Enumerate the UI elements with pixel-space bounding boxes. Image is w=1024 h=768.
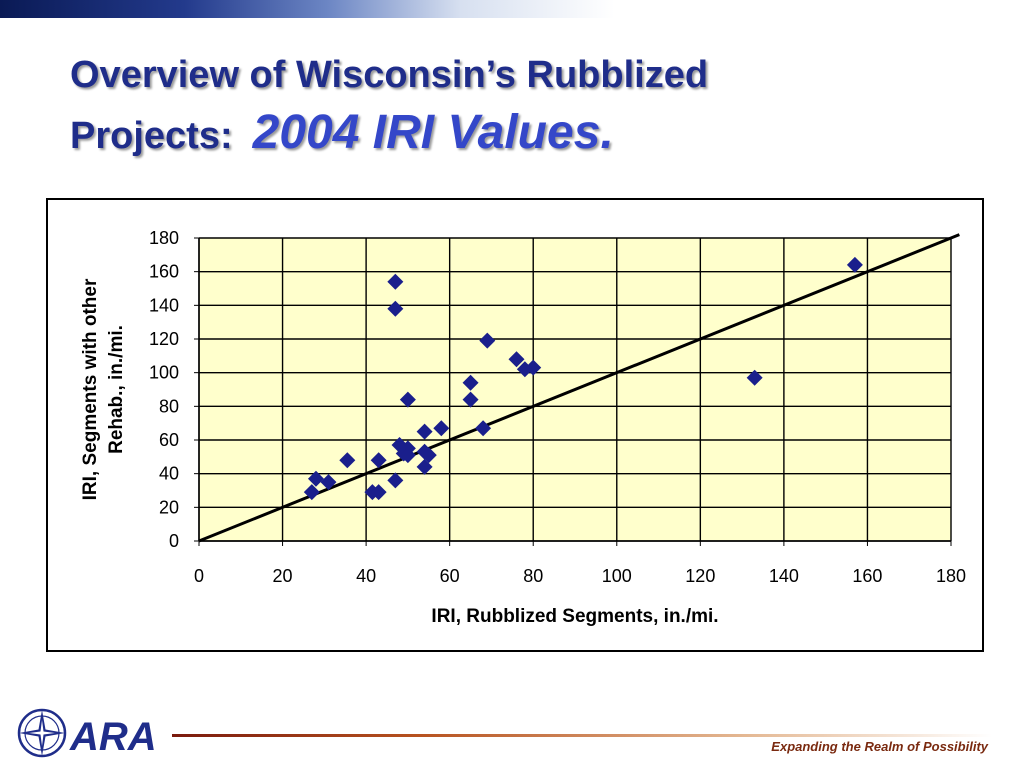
data-point (462, 391, 479, 408)
data-point (416, 423, 433, 440)
data-point (387, 472, 404, 489)
tagline: Expanding the Realm of Possibility (771, 739, 988, 754)
data-point (433, 420, 450, 437)
data-point (370, 484, 387, 501)
y-tick-label: 140 (149, 295, 179, 315)
x-tick-label: 100 (602, 566, 632, 586)
data-point (420, 447, 437, 464)
chart-frame: 0 20 40 60 80 100 120 140 160 180 0 20 40 60 80 100 120 1… (46, 198, 984, 652)
y-axis-label-line-2: Rehab., in./mi. (106, 325, 127, 454)
data-point (525, 359, 542, 376)
y-tick-label: 60 (159, 430, 179, 450)
scatter-chart: 0 20 40 60 80 100 120 140 160 180 0 20 40 60 80 100 120 1… (80, 228, 966, 627)
x-tick-label: 0 (194, 566, 204, 586)
top-decorative-band (0, 0, 1024, 24)
y-tick-label: 20 (159, 497, 179, 517)
y-tick-label: 80 (159, 396, 179, 416)
data-point (746, 369, 763, 386)
data-point (387, 273, 404, 290)
x-axis-label: IRI, Rubblized Segments, in./mi. (431, 606, 718, 627)
data-point (508, 351, 525, 368)
data-point (303, 484, 320, 501)
x-tick-label: 40 (356, 566, 376, 586)
data-point (475, 420, 492, 437)
x-tick-label: 80 (523, 566, 543, 586)
x-tick-label: 20 (273, 566, 293, 586)
x-tick-label: 60 (440, 566, 460, 586)
data-point (320, 474, 337, 491)
footer-rule (172, 734, 992, 737)
data-point (846, 256, 863, 273)
y-tick-label: 100 (149, 363, 179, 383)
x-tick-label: 180 (936, 566, 966, 586)
title-line-2: Projects: 2004 IRI Values. (70, 108, 970, 161)
y-axis-label: IRI, Segments with other (80, 278, 101, 500)
logo-text: ARA (69, 715, 157, 759)
y-tick-label: 120 (149, 329, 179, 349)
x-tick-label: 120 (685, 566, 715, 586)
data-point (399, 391, 416, 408)
data-point (307, 470, 324, 487)
data-point (462, 374, 479, 391)
y-tick-label: 180 (149, 228, 179, 248)
y-tick-label: 0 (169, 531, 179, 551)
data-point (516, 361, 533, 378)
ara-logo: ARA (17, 708, 157, 759)
data-point (399, 447, 416, 464)
y-tick-label: 40 (159, 464, 179, 484)
title-line-1: Overview of Wisconsin’s Rubblized (70, 54, 709, 96)
title-prefix: Projects: (70, 115, 233, 157)
x-tick-label: 140 (769, 566, 799, 586)
x-tick-label: 160 (852, 566, 882, 586)
data-point (339, 452, 356, 469)
data-point (370, 452, 387, 469)
slide-title: Overview of Wisconsin’s Rubblized Projec… (70, 52, 970, 161)
equality-reference-line (198, 233, 960, 543)
title-accent: 2004 IRI Values. (252, 106, 614, 159)
data-point (479, 332, 496, 349)
y-tick-label: 160 (149, 262, 179, 282)
data-point (387, 300, 404, 317)
